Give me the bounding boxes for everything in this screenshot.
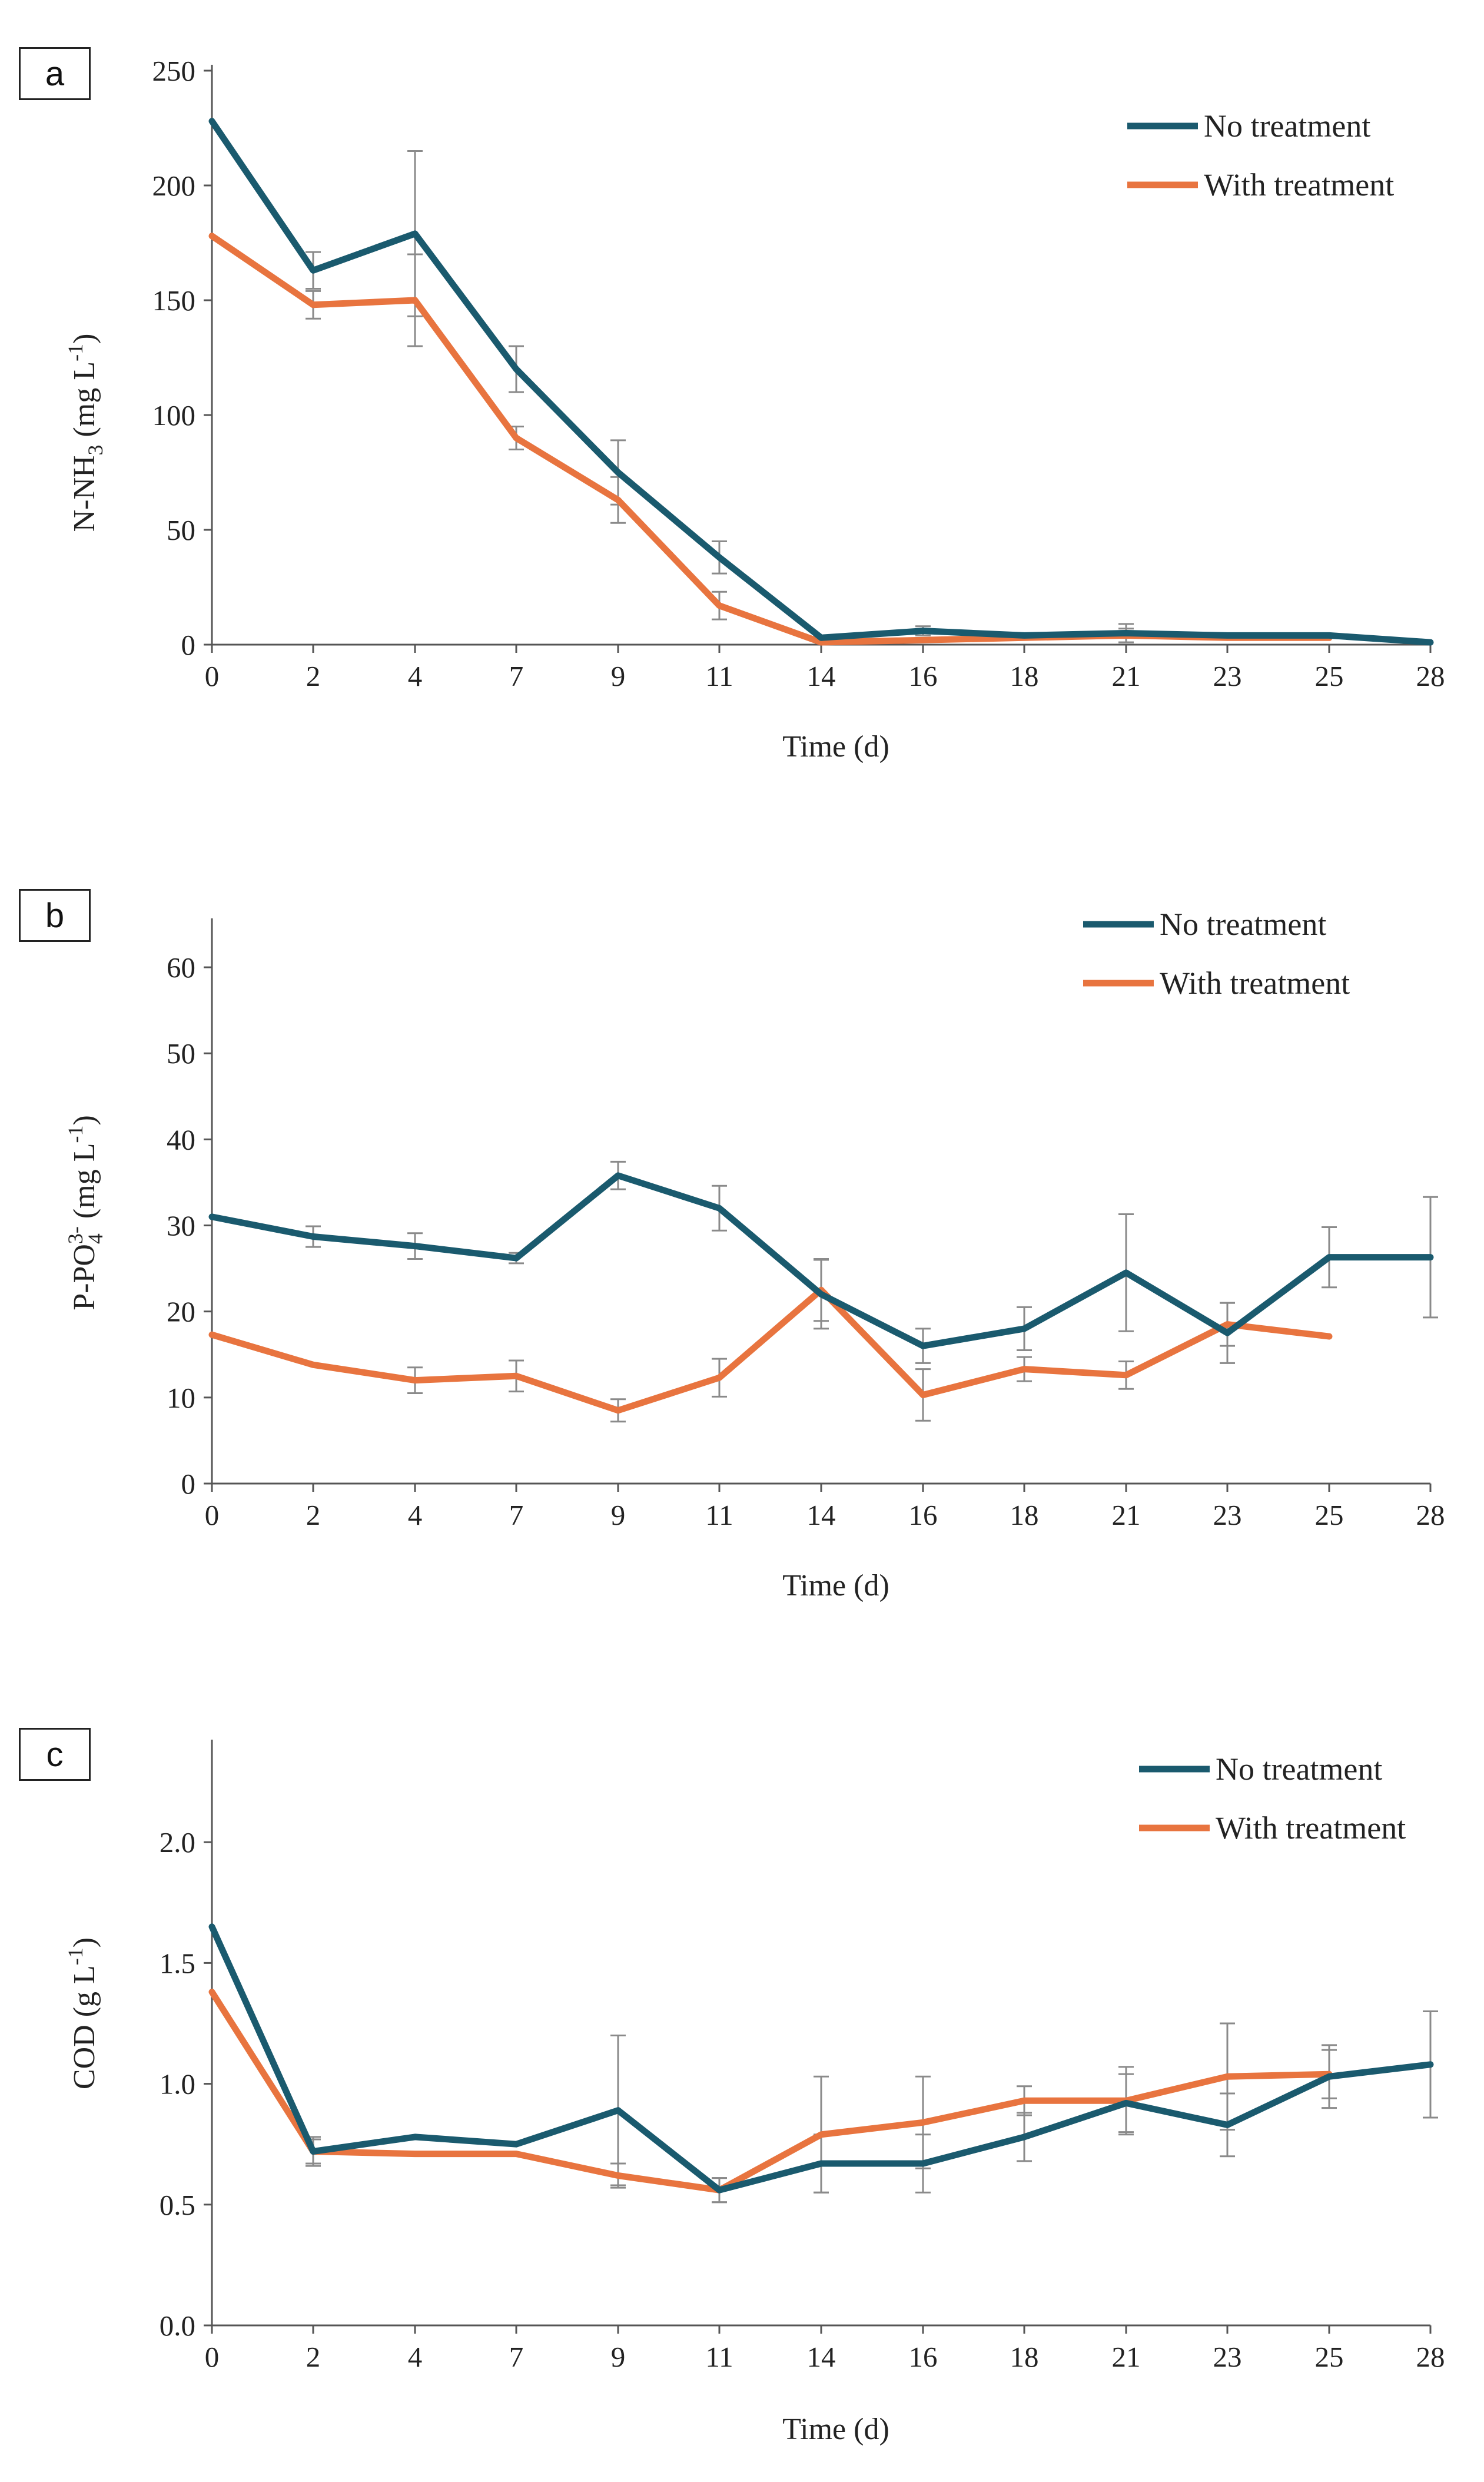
p2-y-tick-label: 30: [167, 1210, 195, 1242]
p3-legend-with-treatment-label: With treatment: [1216, 1810, 1406, 1846]
p1-x-tick-label: 11: [705, 660, 733, 692]
p1-y-axis-title-part: -1: [64, 344, 87, 361]
p1-y-tick-label: 100: [152, 399, 196, 432]
p2-legend-with-treatment-label: With treatment: [1160, 965, 1350, 1001]
p3-y-tick-label: 2.0: [160, 1826, 195, 1859]
p1-x-tick-label: 28: [1416, 660, 1445, 692]
p1-x-tick-label: 4: [408, 660, 423, 692]
p2-x-tick-label: 2: [306, 1499, 321, 1531]
p1-legend-with-treatment-label: With treatment: [1204, 167, 1394, 203]
p3-no-treatment-line: [208, 1923, 1434, 2194]
p1-x-tick-label: 23: [1213, 660, 1242, 692]
panel-label-a: a: [19, 47, 91, 100]
p3-with-treatment-line: [208, 1989, 1333, 2194]
p2-x-tick-label: 4: [408, 1499, 423, 1531]
p2-y-tick-label: 10: [167, 1382, 195, 1414]
p3-x-tick-label: 9: [611, 2341, 626, 2373]
p2-y-axis-title: P-PO43- (mg L-1): [64, 1115, 107, 1310]
p3-legend-no-treatment-label: No treatment: [1216, 1751, 1382, 1787]
p3-x-tick-label: 21: [1112, 2341, 1141, 2373]
p2-x-tick-label: 0: [205, 1499, 220, 1531]
p1-x-tick-label: 9: [611, 660, 626, 692]
p2-y-axis-title-part: 3-: [64, 1226, 87, 1244]
p2-with-treatment-line: [208, 1286, 1333, 1414]
p2-y-tick-label: 0: [181, 1468, 196, 1500]
p1-with-treatment-line: [208, 233, 1333, 646]
p2-x-tick-label: 23: [1213, 1499, 1242, 1531]
p3-y-axis-title-part: COD (g L: [68, 1965, 101, 2089]
panel-label-c: c: [19, 1728, 91, 1781]
p3-y-axis-title: COD (g L-1): [64, 1937, 101, 2089]
p2-x-tick-label: 25: [1315, 1499, 1344, 1531]
p2-y-axis-title-part: P-PO: [68, 1244, 101, 1310]
p1-x-tick-label: 14: [807, 660, 836, 692]
p2-y-axis-title-part: -1: [64, 1126, 87, 1143]
p1-y-tick-label: 0: [181, 629, 196, 661]
p2-y-axis-title-part: 4: [84, 1233, 107, 1244]
p1-y-axis-title-part: ): [68, 334, 101, 344]
p3-y-tick-label: 0.0: [160, 2310, 195, 2342]
p1-x-tick-label: 18: [1010, 660, 1039, 692]
p2-x-tick-label: 28: [1416, 1499, 1445, 1531]
p1-y-tick-label: 150: [152, 284, 196, 317]
p1-y-tick-label: 250: [152, 55, 196, 87]
p3-x-tick-label: 11: [705, 2341, 733, 2373]
p3-x-tick-label: 25: [1315, 2341, 1344, 2373]
p2-y-tick-label: 40: [167, 1123, 195, 1156]
p2-x-axis-title: Time (d): [782, 1569, 889, 1602]
p3-x-tick-label: 23: [1213, 2341, 1242, 2373]
p2-y-tick-label: 50: [167, 1037, 195, 1070]
p2-x-tick-label: 16: [909, 1499, 938, 1531]
p3-x-tick-label: 0: [205, 2341, 220, 2373]
p3-y-axis-title-part: ): [68, 1937, 101, 1947]
p2-y-tick-label: 60: [167, 951, 195, 984]
p2-no-treatment-line: [208, 1172, 1434, 1349]
p1-x-tick-label: 16: [909, 660, 938, 692]
p1-y-axis-title-part: (mg L: [68, 361, 101, 445]
p3-x-tick-label: 18: [1010, 2341, 1039, 2373]
p2-x-tick-label: 9: [611, 1499, 626, 1531]
p1-y-axis-title: N-NH3 (mg L-1): [64, 334, 107, 532]
p2-x-tick-label: 21: [1112, 1499, 1141, 1531]
p2-x-tick-label: 18: [1010, 1499, 1039, 1531]
p1-x-tick-label: 2: [306, 660, 321, 692]
p1-legend-no-treatment-label: No treatment: [1204, 108, 1370, 144]
p3-x-tick-label: 28: [1416, 2341, 1445, 2373]
p1-x-axis-title: Time (d): [782, 730, 889, 764]
p3-y-axis-title-part: -1: [64, 1947, 87, 1965]
p3-x-tick-label: 16: [909, 2341, 938, 2373]
panel-label-b: b: [19, 889, 91, 942]
p2-y-axis-title-part: (mg L: [68, 1143, 101, 1227]
p1-no-treatment-line: [208, 118, 1434, 646]
p2-x-tick-label: 7: [509, 1499, 524, 1531]
p1-x-tick-label: 25: [1315, 660, 1344, 692]
p3-x-tick-label: 4: [408, 2341, 423, 2373]
p3-x-axis-title: Time (d): [782, 2413, 889, 2446]
p3-y-tick-label: 0.5: [160, 2189, 195, 2221]
p1-x-tick-label: 0: [205, 660, 220, 692]
p3-y-tick-label: 1.0: [160, 2068, 195, 2101]
p2-x-tick-label: 14: [807, 1499, 836, 1531]
p2-y-tick-label: 20: [167, 1296, 195, 1328]
p1-y-tick-label: 200: [152, 170, 196, 202]
p2-y-axis-title-part: ): [68, 1115, 101, 1125]
p2-legend-no-treatment-label: No treatment: [1160, 907, 1326, 942]
p3-x-tick-label: 7: [509, 2341, 524, 2373]
p3-x-tick-label: 2: [306, 2341, 321, 2373]
p1-y-axis-title-part: N-NH: [68, 455, 101, 532]
p2-x-tick-label: 11: [705, 1499, 733, 1531]
p3-x-tick-label: 14: [807, 2341, 836, 2373]
p1-y-tick-label: 50: [167, 514, 195, 546]
p1-x-tick-label: 7: [509, 660, 524, 692]
p3-y-tick-label: 1.5: [160, 1947, 195, 1979]
p1-x-tick-label: 21: [1112, 660, 1141, 692]
p1-y-axis-title-part: 3: [84, 444, 107, 455]
